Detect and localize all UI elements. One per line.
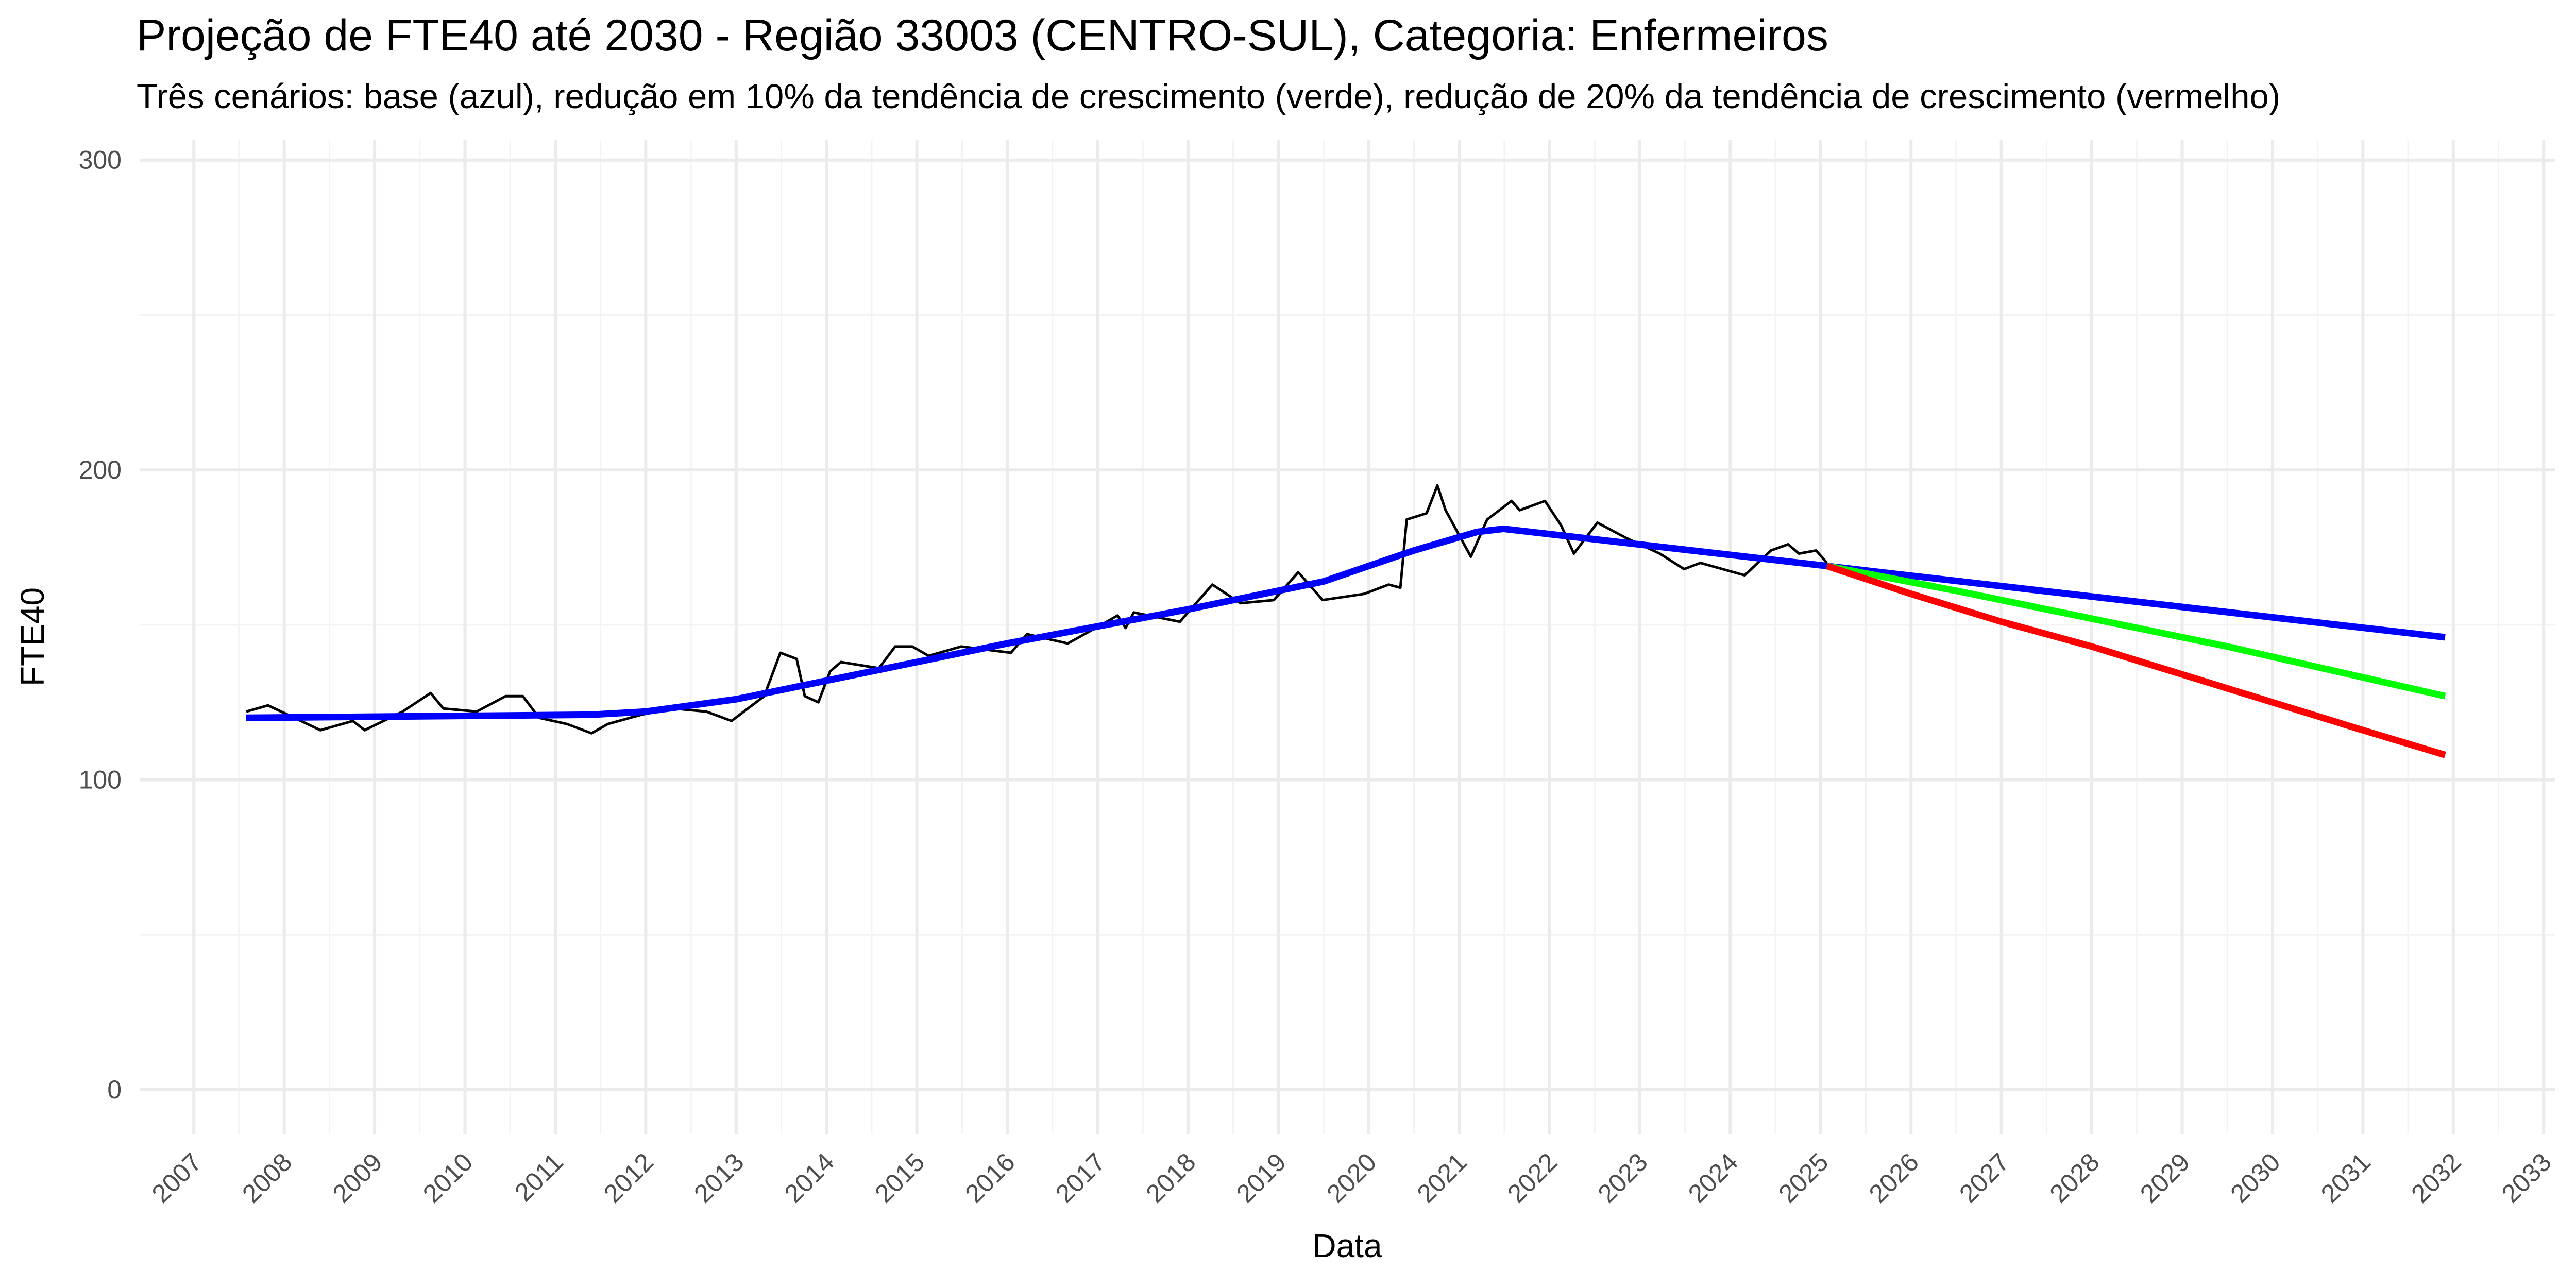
chart-subtitle: Três cenários: base (azul), redução em 1…	[137, 77, 2280, 116]
x-axis-title: Data	[1312, 1227, 1382, 1264]
y-tick-label: 100	[79, 766, 122, 794]
y-tick-label: 300	[79, 146, 122, 175]
series-line	[1826, 563, 2446, 758]
series-line	[246, 484, 1828, 735]
chart-title: Projeção de FTE40 até 2030 - Região 3300…	[137, 11, 1828, 60]
plot-area	[246, 484, 2446, 758]
y-axis-title: FTE40	[14, 587, 51, 686]
y-tick-label: 200	[79, 455, 122, 484]
series-line	[1826, 563, 2446, 700]
series-line	[246, 525, 2446, 721]
y-tick-label: 0	[107, 1075, 122, 1104]
grid	[140, 140, 2555, 1134]
